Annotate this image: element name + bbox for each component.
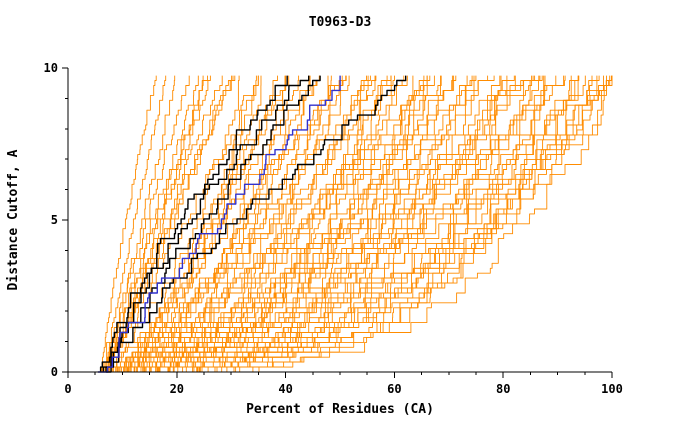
highlight-curve — [105, 75, 407, 372]
y-tick-label: 5 — [51, 213, 58, 227]
ensemble-curve — [97, 75, 259, 373]
y-tick-label: 0 — [51, 365, 58, 379]
reference-curve-group — [97, 75, 341, 373]
ensemble-curve — [106, 75, 350, 373]
ensemble-curve — [108, 75, 392, 373]
ensemble-curve — [103, 75, 286, 373]
highlight-curve — [102, 75, 310, 372]
x-axis-label: Percent of Residues (CA) — [246, 402, 434, 417]
ensemble-curve — [103, 75, 425, 373]
ensemble-curve — [111, 75, 332, 373]
reference-curve — [97, 75, 341, 373]
x-tick-label: 0 — [64, 382, 71, 396]
ensemble-curve — [103, 75, 405, 373]
ensemble-curve — [108, 75, 489, 373]
ensemble-curve — [106, 75, 320, 373]
highlight-curve — [106, 75, 321, 373]
ensemble-curve — [111, 75, 392, 373]
ensemble-curve — [106, 75, 557, 373]
ensemble-curve — [111, 75, 604, 373]
ensemble-curve — [100, 75, 501, 373]
ensemble-curve — [103, 75, 546, 373]
ensemble-curve — [97, 75, 579, 373]
tick-labels: 0 20 40 60 80 100 0 5 10 — [44, 61, 623, 396]
y-axis-label: Distance Cutoff, A — [6, 149, 21, 290]
ensemble-curve — [103, 75, 395, 373]
chart-title: T0963-D3 — [309, 15, 372, 30]
x-tick-label: 20 — [170, 382, 184, 396]
ensemble-curve — [108, 75, 607, 373]
y-tick-label: 10 — [44, 61, 58, 75]
ensemble-curve — [106, 75, 408, 373]
ensemble-curve — [106, 75, 442, 373]
ensemble-curve — [108, 75, 579, 373]
ensemble-curve — [100, 75, 190, 373]
ensemble-curve — [100, 75, 223, 373]
x-tick-label: 40 — [278, 382, 292, 396]
highlight-curve — [99, 75, 288, 372]
ensemble-curve — [106, 75, 377, 373]
ensemble-curve — [100, 75, 455, 373]
ensemble-curve — [100, 75, 566, 373]
x-tick-label: 80 — [496, 382, 510, 396]
ensemble-curve — [100, 75, 157, 372]
ensemble-curve — [103, 75, 167, 373]
ensemble-curve — [106, 75, 593, 373]
tick-marks — [62, 67, 613, 378]
ensemble-curve — [106, 75, 502, 373]
ensemble-curve — [108, 75, 428, 373]
ensemble-curve — [108, 75, 329, 373]
ensemble-curve — [105, 75, 176, 372]
x-tick-label: 60 — [387, 382, 401, 396]
ensemble-curve — [108, 75, 540, 373]
ensemble-curve — [103, 75, 371, 373]
ensemble-curve — [100, 75, 234, 372]
highlight-curves-group — [99, 75, 407, 373]
ensemble-curve — [106, 75, 199, 373]
ensemble-curve — [111, 75, 516, 373]
ensemble-curve — [111, 75, 475, 373]
ensemble-curve — [111, 75, 580, 373]
ensemble-curve — [111, 75, 565, 373]
x-tick-label: 100 — [601, 382, 623, 396]
